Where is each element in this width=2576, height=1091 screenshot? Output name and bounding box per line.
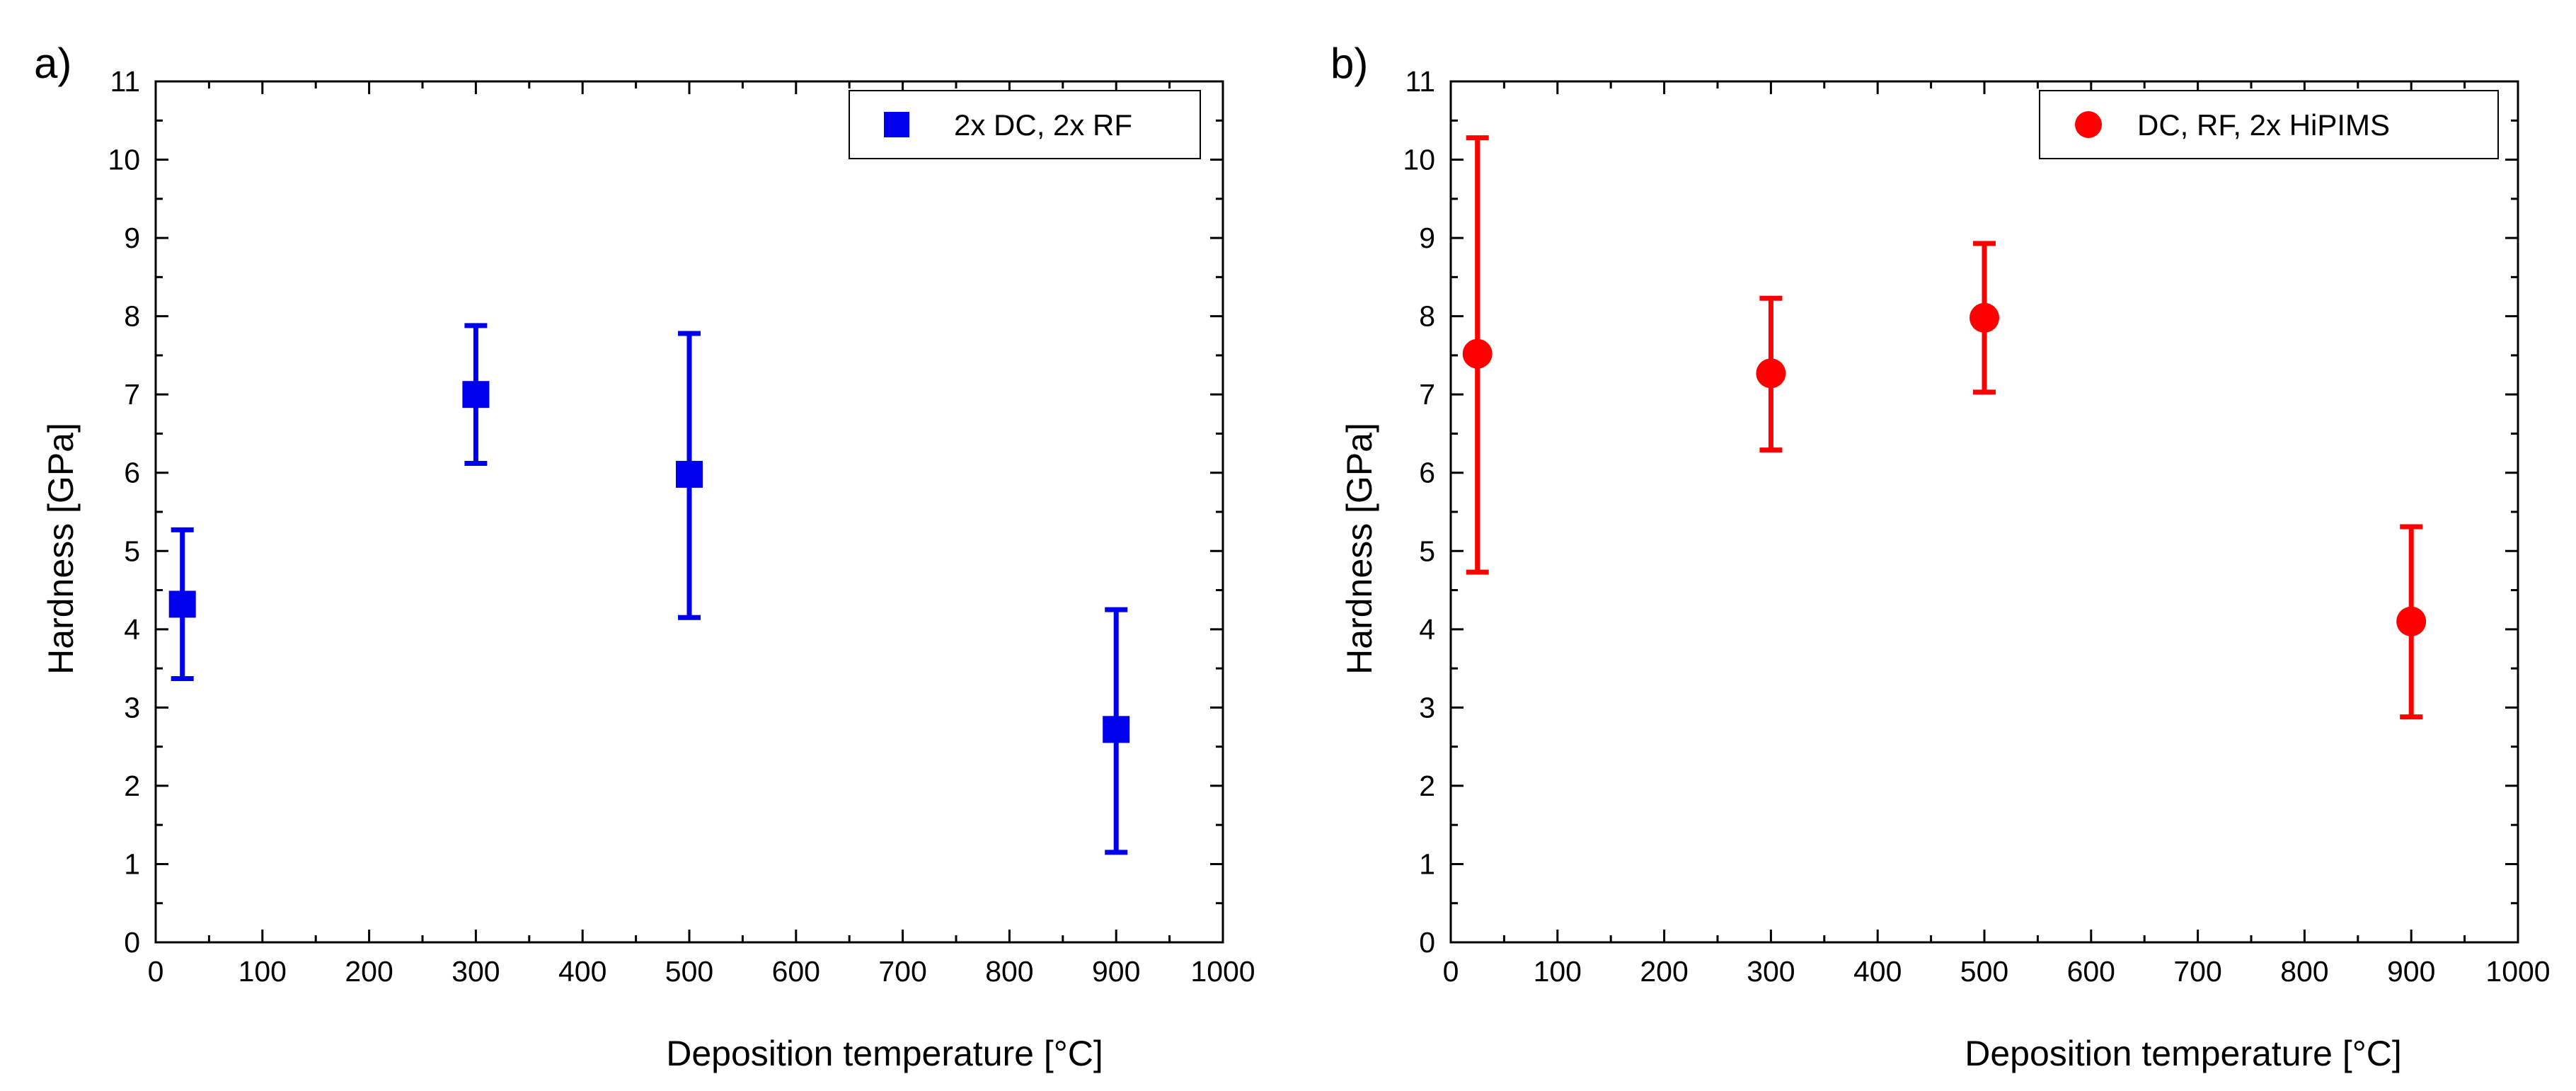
- y-tick-label: 7: [1419, 378, 1435, 411]
- x-tick-label: 800: [985, 955, 1033, 988]
- data-point-circle: [1970, 302, 1999, 333]
- legend-label-b: DC, RF, 2x HiPIMS: [2137, 108, 2390, 142]
- y-tick-label: 10: [108, 144, 140, 176]
- x-tick-label: 700: [878, 955, 926, 988]
- x-tick-label: 300: [452, 955, 500, 988]
- y-tick-label: 3: [1419, 691, 1435, 724]
- x-tick-label: 0: [1443, 955, 1459, 988]
- y-tick-label: 11: [1405, 65, 1435, 98]
- x-tick-label: 400: [558, 955, 606, 988]
- data-point-circle: [2396, 606, 2427, 636]
- y-tick-label: 9: [1419, 222, 1435, 254]
- data-point-square: [1103, 716, 1130, 743]
- legend-label-a: 2x DC, 2x RF: [954, 108, 1132, 142]
- y-tick-label: 2: [124, 770, 140, 802]
- x-tick-label: 100: [238, 955, 287, 988]
- y-tick-label: 6: [1419, 457, 1435, 489]
- legend-marker-square: [884, 112, 909, 137]
- chart-panel-a: a) 0 100 200 300 400 500 600 700 800 900 1000 0 1 2 3 4…: [34, 40, 1255, 1073]
- y-tick-label: 3: [124, 691, 140, 724]
- y-tick-label: 6: [124, 457, 140, 489]
- x-tick-label: 900: [1092, 955, 1140, 988]
- data-point-circle: [1462, 338, 1493, 369]
- y-tick-label: 8: [1419, 300, 1435, 333]
- x-tick-label: 600: [2067, 955, 2115, 988]
- y-tick-label: 2: [1419, 770, 1435, 802]
- x-tick-label: 500: [665, 955, 713, 988]
- x-tick-label: 400: [1853, 955, 1902, 988]
- data-point-square: [676, 460, 703, 488]
- y-tick-label: 0: [124, 926, 140, 959]
- data-point-square: [168, 590, 196, 618]
- x-tick-label: 900: [2387, 955, 2435, 988]
- panel-label-a: a): [34, 40, 71, 87]
- data-point-square: [462, 381, 490, 409]
- x-axis-label-a: Deposition temperature [°C]: [666, 1034, 1103, 1073]
- plot-area-b: 0 100 200 300 400 500 600 700 800 900 1000 0 1 2 3 4 5 6 7…: [1403, 65, 2550, 988]
- legend-b: DC, RF, 2x HiPIMS: [2039, 90, 2499, 159]
- x-tick-label: 0: [148, 955, 164, 988]
- x-tick-label: 800: [2280, 955, 2328, 988]
- y-axis-label-b: Hardness [GPa]: [1340, 423, 1379, 675]
- y-tick-label: 0: [1419, 926, 1435, 959]
- y-tick-label: 5: [124, 535, 140, 567]
- y-tick-label: 4: [1419, 613, 1435, 646]
- x-axis-label-b: Deposition temperature [°C]: [1965, 1034, 2402, 1073]
- chart-panel-b: b) 0 100 200 300 400 500 600 700 800 900 1000 0 1 2 3 4…: [1330, 40, 2551, 1073]
- y-tick-label: 10: [1403, 144, 1435, 176]
- y-tick-label: 1: [1419, 847, 1435, 880]
- x-tick-label: 1000: [2485, 955, 2550, 988]
- plot-area-a: 0 100 200 300 400 500 600 700 800 900 1000 0 1 2 3 4 5 6 7…: [108, 65, 1255, 988]
- y-tick-label: 5: [1419, 535, 1435, 567]
- legend-a: 2x DC, 2x RF: [849, 90, 1201, 159]
- x-tick-label: 700: [2173, 955, 2221, 988]
- x-tick-label: 1000: [1190, 955, 1255, 988]
- x-tick-label: 500: [1960, 955, 2008, 988]
- legend-box-b: [2039, 90, 2499, 159]
- x-tick-label: 100: [1534, 955, 1582, 988]
- x-tick-label: 200: [345, 955, 393, 988]
- y-axis-label-a: Hardness [GPa]: [41, 423, 81, 675]
- x-tick-label: 300: [1747, 955, 1795, 988]
- x-tick-label: 600: [772, 955, 820, 988]
- y-tick-label: 8: [124, 300, 140, 333]
- y-tick-label: 1: [124, 847, 140, 880]
- y-tick-label: 11: [110, 65, 140, 98]
- y-tick-label: 7: [124, 378, 140, 411]
- y-tick-label: 9: [124, 222, 140, 254]
- legend-marker-circle: [2075, 111, 2102, 138]
- x-tick-label: 200: [1640, 955, 1688, 988]
- y-tick-label: 4: [124, 613, 140, 646]
- data-point-circle: [1756, 358, 1786, 389]
- panel-label-b: b): [1330, 40, 1368, 87]
